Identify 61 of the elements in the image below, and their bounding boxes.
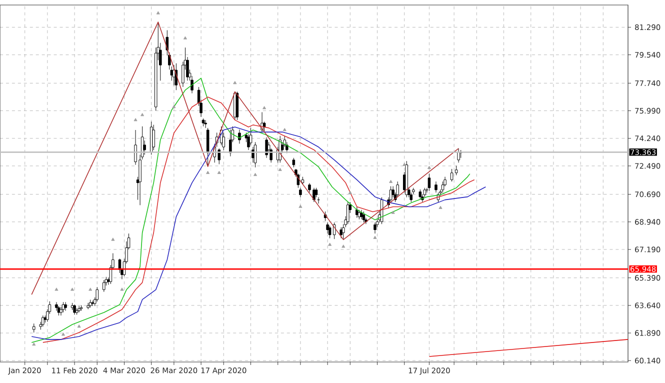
point [111, 238, 115, 241]
candlestick [292, 158, 296, 168]
candlestick [296, 173, 300, 188]
point [342, 244, 346, 248]
point [391, 210, 395, 214]
point [389, 180, 393, 183]
candlestick [374, 222, 376, 234]
candlestick [410, 192, 413, 202]
candlestick [229, 129, 232, 157]
candlestick [457, 148, 460, 163]
candlestick [346, 202, 350, 224]
point [262, 106, 266, 110]
point [61, 332, 66, 336]
line-series [31, 126, 486, 340]
point [134, 118, 138, 122]
point [233, 81, 237, 84]
candlestick [204, 120, 207, 128]
candlestick [441, 181, 444, 193]
point [373, 236, 377, 239]
candlestick [362, 211, 366, 223]
point [348, 190, 352, 194]
point [70, 288, 74, 291]
candlestick [340, 226, 342, 239]
candlestick [358, 210, 361, 220]
candlestick [102, 280, 106, 292]
candlestick [96, 286, 99, 302]
candlestick [332, 222, 336, 240]
point [32, 342, 36, 346]
candlestick [64, 302, 67, 312]
point [278, 168, 282, 171]
candlestick [206, 128, 210, 167]
line-series [31, 22, 459, 295]
point [54, 288, 58, 291]
candlestick [143, 140, 146, 155]
point [156, 11, 160, 14]
candlestick [55, 302, 58, 312]
candlestick [299, 188, 302, 198]
point [438, 206, 442, 209]
candlestick [428, 173, 431, 192]
point [183, 36, 187, 40]
candlestick [418, 189, 422, 200]
point [172, 104, 176, 108]
candlestick [342, 224, 345, 240]
candlestick [236, 91, 239, 120]
candlestick [152, 124, 155, 150]
point [140, 113, 144, 116]
point [427, 166, 431, 169]
point [402, 162, 406, 166]
point [120, 288, 124, 291]
point [298, 204, 302, 208]
point [88, 288, 92, 291]
candlestick [434, 181, 438, 193]
candlestick [314, 188, 318, 198]
candlestick [249, 128, 252, 146]
point [77, 324, 81, 328]
point [254, 172, 258, 176]
point [217, 170, 221, 174]
point [282, 128, 286, 132]
point [206, 170, 210, 174]
candlestick [238, 129, 241, 144]
point [328, 242, 332, 246]
